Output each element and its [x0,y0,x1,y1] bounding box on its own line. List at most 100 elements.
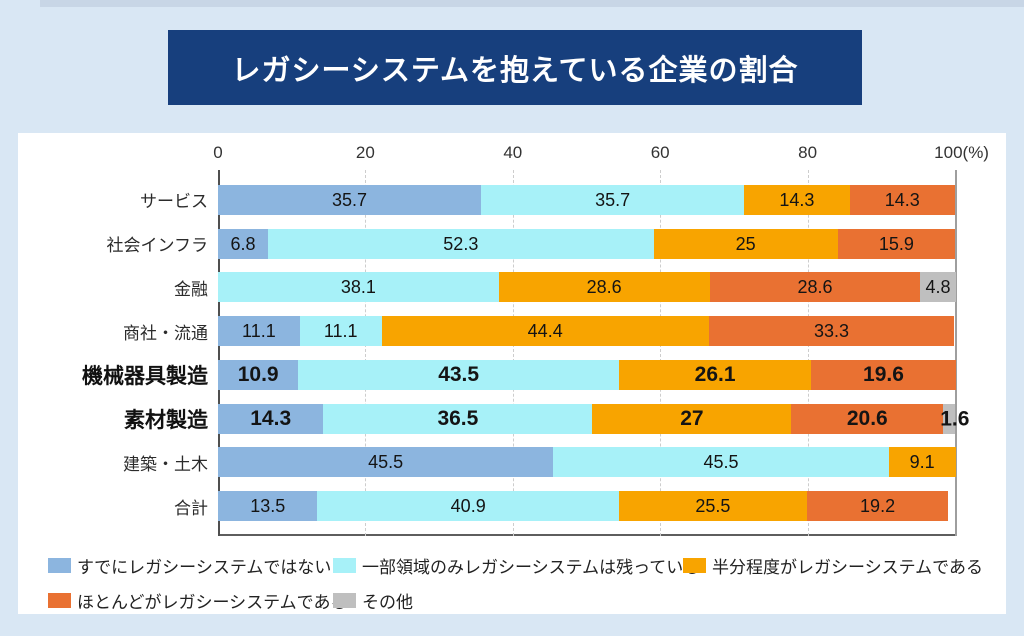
bar-segment-mostly_legacy: 28.6 [709,272,921,303]
legend-item-already_not_legacy: すでにレガシーシステムではない [48,553,333,578]
legend-label: 一部領域のみレガシーシステムは残っている [362,558,701,577]
bar-segment-already_not_legacy: 13.5 [218,491,318,522]
bar-segment-other: 1.6 [940,403,969,434]
bar-segment-half_legacy: 9.1 [888,447,956,478]
x-axis-tick-label: 0 [213,143,223,162]
bar-track: 10.9 43.5 26.1 19.6 [218,359,956,390]
segment-value-label: 45.5 [703,452,739,473]
segment-value-label: 25.5 [695,496,731,517]
chart-panel: 0 20 40 60 80 100(%) サービス 35.7 35.7 14.3 14.3 社会イン… [18,133,1006,614]
legend-label: 半分程度がレガシーシステムである [712,558,983,577]
segment-value-label: 25 [735,233,756,254]
x-axis-tick-label: 40 [503,143,523,162]
segment-value-label: 45.5 [368,452,404,473]
bar-segment-mostly_legacy: 19.6 [811,359,956,390]
bar-row: 素材製造 14.3 36.5 27 20.6 1.6 [18,397,969,441]
segment-value-label: 36.5 [437,407,479,431]
bar-segment-partial_legacy: 36.5 [323,403,593,434]
segment-value-label: 4.8 [925,277,951,298]
x-axis-baseline [218,534,955,536]
gridline [365,170,367,536]
bar-track: 35.7 35.7 14.3 14.3 [218,184,955,215]
segment-value-label: 6.8 [230,233,256,254]
segment-value-label: 28.6 [797,277,833,298]
segment-value-label: 52.3 [443,233,479,254]
category-label: 金融 [174,279,208,299]
legend-label: その他 [362,593,413,612]
legend-item-mostly_legacy: ほとんどがレガシーシステムである [48,588,347,613]
legend-swatch [333,558,356,573]
bar-segment-already_not_legacy: 35.7 [218,184,482,215]
segment-value-label: 27 [680,407,704,431]
legend: すでにレガシーシステムではない 一部領域のみレガシーシステムは残っている 半分程度が… [48,553,998,623]
bar-segment-partial_legacy: 43.5 [298,359,619,390]
x-axis-tick-label: 60 [650,143,670,162]
segment-value-label: 38.1 [340,277,376,298]
segment-value-label: 19.2 [860,496,896,517]
segment-value-label: 10.9 [237,363,279,387]
segment-value-label: 14.3 [250,407,292,431]
legend-swatch [333,593,356,608]
category-label: 商社・流通 [123,323,208,343]
legend-swatch [683,558,706,573]
legend-label: すでにレガシーシステムではない [77,558,332,577]
bar-track: 11.1 11.1 44.4 33.3 [218,316,955,347]
legend-swatch [48,558,71,573]
bar-segment-already_not_legacy: 6.8 [218,228,269,259]
legend-item-partial_legacy: 一部領域のみレガシーシステムは残っている [333,553,700,578]
segment-value-label: 44.4 [527,321,563,342]
category-label: 素材製造 [124,408,208,432]
category-label: 合計 [174,498,208,518]
bar-segment-mostly_legacy: 20.6 [791,403,944,434]
axis-hundred-line [955,170,957,536]
bar-segment-already_not_legacy: 10.9 [218,359,299,390]
bar-row: 合計 13.5 40.9 25.5 19.2 [18,484,955,528]
bar-segment-half_legacy: 25.5 [618,491,807,522]
bar-segment-partial_legacy: 52.3 [268,228,654,259]
segment-value-label: 26.1 [694,363,736,387]
bar-track: 6.8 52.3 25 15.9 [218,228,955,259]
x-axis: 0 20 40 60 80 100(%) [213,141,989,167]
segment-value-label: 40.9 [450,496,486,517]
x-axis-tick-label: 20 [355,143,375,162]
segment-value-label: 19.6 [863,363,904,387]
segment-value-label: 14.3 [884,189,920,210]
legend-label: ほとんどがレガシーシステムである [77,593,348,612]
gridline [660,170,662,536]
segment-value-label: 13.5 [250,496,286,517]
category-label: サービス [140,192,208,212]
bar-segment-half_legacy: 44.4 [381,316,709,347]
segment-value-label: 15.9 [878,233,914,254]
bar-track: 45.5 45.5 9.1 [218,447,956,478]
category-label: 社会インフラ [106,236,209,256]
bar-segment-partial_legacy: 38.1 [218,272,499,303]
legend-row: ほとんどがレガシーシステムである その他 [48,588,998,613]
bar-segment-half_legacy: 28.6 [498,272,710,303]
bar-segment-other: 4.8 [920,272,956,303]
category-label: 建築・土木 [123,454,208,474]
segment-value-label: 33.3 [813,321,850,342]
segment-value-label: 35.7 [595,189,631,210]
bar-segment-mostly_legacy: 14.3 [849,184,955,215]
bar-track: 13.5 40.9 25.5 19.2 [218,491,955,522]
plot-gridlines [218,170,957,536]
segment-value-label: 1.6 [940,407,970,431]
bar-segment-half_legacy: 26.1 [618,359,812,390]
bar-segment-partial_legacy: 40.9 [317,491,619,522]
bar-segment-mostly_legacy: 33.3 [708,316,955,347]
x-axis-tick-label: 100(%) [934,143,989,162]
bar-track: 38.1 28.6 28.6 4.8 [218,272,956,303]
axis-zero-line [218,170,220,536]
legend-row: すでにレガシーシステムではない 一部領域のみレガシーシステムは残っている 半分程度が… [48,553,998,578]
segment-value-label: 14.3 [779,189,815,210]
category-label: 機械器具製造 [82,364,208,388]
bar-segment-half_legacy: 14.3 [744,184,850,215]
bar-segment-half_legacy: 25 [653,228,838,259]
bar-row: 金融 38.1 28.6 28.6 4.8 [18,266,956,310]
segment-value-label: 11.1 [242,321,276,342]
bar-segment-partial_legacy: 45.5 [553,447,889,478]
bar-track: 14.3 36.5 27 20.6 1.6 [218,403,969,434]
gridline [512,170,514,536]
segment-value-label: 28.6 [586,277,622,298]
bar-segment-already_not_legacy: 11.1 [218,316,300,347]
